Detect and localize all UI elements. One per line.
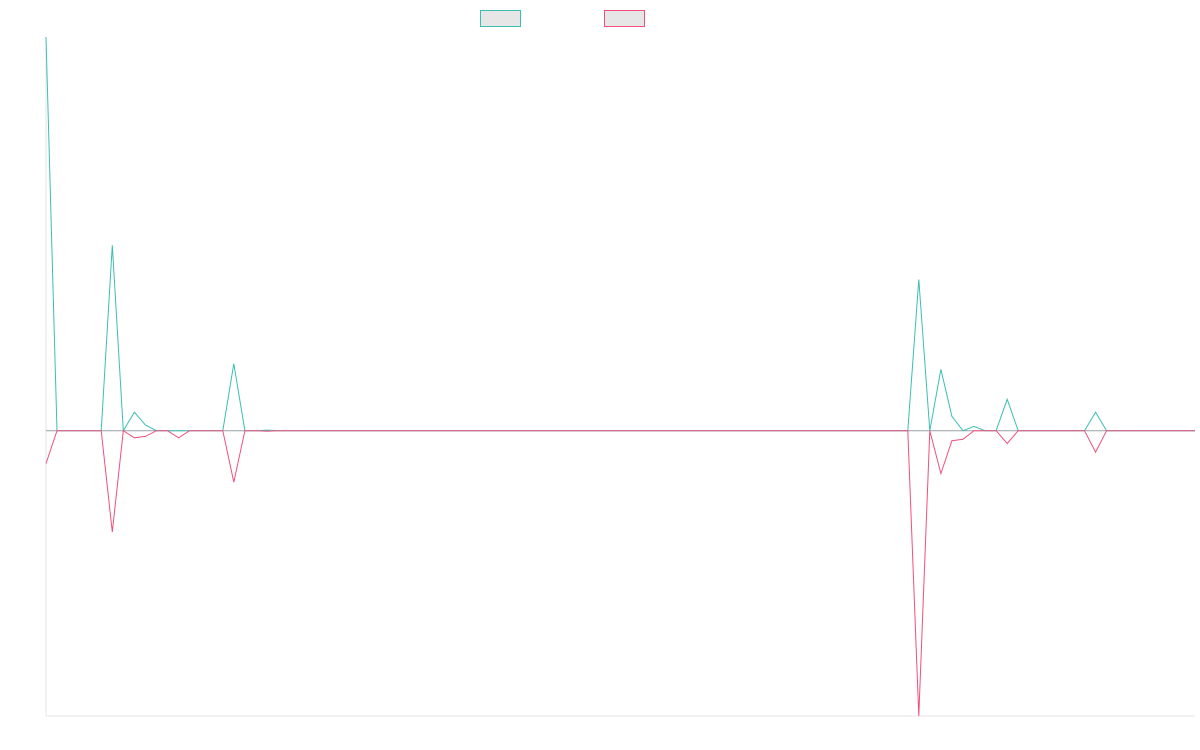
series-line-2[interactable] xyxy=(45,429,1195,717)
series-line-1[interactable] xyxy=(45,36,1195,433)
legend-swatch-2 xyxy=(604,10,645,27)
legend-swatch-1 xyxy=(480,10,521,27)
legend-item-2[interactable] xyxy=(604,10,645,27)
legend-item-1[interactable] xyxy=(480,10,521,27)
legend[interactable] xyxy=(480,10,645,27)
series-layer xyxy=(45,36,1195,717)
